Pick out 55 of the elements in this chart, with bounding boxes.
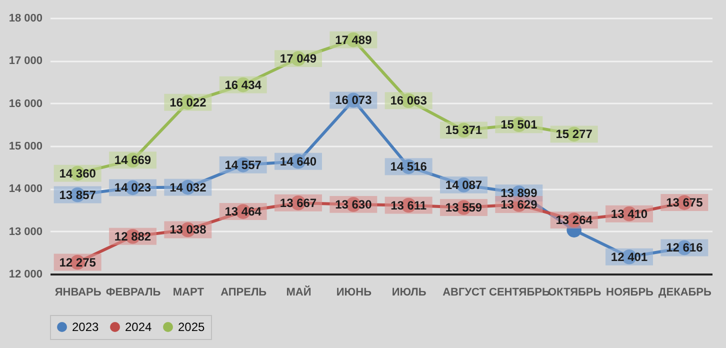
- legend-label: 2024: [125, 320, 152, 334]
- data-label: 16 022: [170, 95, 207, 110]
- y-tick-label: 13 000: [8, 226, 42, 238]
- data-label: 13 611: [390, 198, 427, 212]
- x-tick-label: ИЮЛЬ: [392, 286, 426, 298]
- data-label: 14 516: [390, 160, 428, 174]
- x-tick-label: АПРЕЛЬ: [220, 286, 267, 298]
- data-label: 13 559: [445, 200, 482, 214]
- x-tick-label: ОКТЯБРЬ: [548, 286, 602, 298]
- x-tick-label: НОЯБРЬ: [606, 286, 654, 298]
- x-tick-label: СЕНТЯБРЬ: [488, 286, 550, 298]
- legend-label: 2023: [72, 320, 100, 334]
- data-label: 14 023: [114, 180, 152, 195]
- data-label: 13 675: [666, 196, 704, 210]
- data-label: 14 032: [170, 180, 207, 194]
- legend-label: 2025: [178, 320, 206, 334]
- data-label: 13 899: [500, 186, 538, 200]
- data-label: 13 667: [280, 196, 317, 210]
- data-label: 16 073: [335, 93, 372, 108]
- y-tick-label: 14 000: [8, 183, 42, 196]
- data-label: 14 087: [445, 178, 482, 192]
- y-tick-label: 15 000: [8, 140, 42, 152]
- y-tick-label: 17 000: [8, 55, 42, 68]
- x-tick-label: АВГУСТ: [442, 286, 486, 298]
- data-label: 13 630: [335, 197, 372, 212]
- data-label: 15 371: [445, 123, 482, 138]
- x-tick-label: ДЕКАБРЬ: [658, 286, 712, 298]
- y-tick-label: 12 000: [8, 268, 42, 280]
- x-tick-label: ИЮНЬ: [336, 286, 372, 298]
- data-label: 14 360: [59, 166, 96, 180]
- x-tick-label: МАРТ: [172, 286, 204, 298]
- data-label: 13 038: [170, 222, 207, 237]
- data-label: 17 049: [280, 52, 317, 66]
- data-label: 13 410: [610, 206, 648, 221]
- data-label: 12 882: [114, 229, 152, 244]
- data-label: 12 275: [59, 255, 96, 270]
- data-label: 13 857: [59, 188, 96, 202]
- y-tick-label: 16 000: [8, 98, 42, 110]
- data-label: 13 264: [556, 213, 593, 228]
- x-tick-label: МАЙ: [286, 286, 312, 298]
- data-label: 17 489: [335, 32, 372, 47]
- data-label: 16 434: [224, 78, 262, 92]
- data-label: 16 063: [390, 94, 428, 108]
- y-tick-label: 18 000: [8, 12, 42, 24]
- data-label: 14 640: [280, 154, 317, 168]
- data-label: 15 277: [556, 127, 593, 142]
- data-label: 14 557: [224, 158, 262, 172]
- data-label: 13 464: [224, 204, 262, 219]
- data-label: 15 501: [500, 118, 538, 132]
- data-label: 12 401: [610, 250, 648, 264]
- data-label: 14 669: [114, 153, 152, 168]
- data-label: 12 616: [666, 240, 704, 255]
- x-tick-label: ФЕВРАЛЬ: [106, 286, 161, 298]
- x-tick-label: ЯНВАРЬ: [54, 286, 102, 298]
- data-label: 13 629: [500, 197, 538, 212]
